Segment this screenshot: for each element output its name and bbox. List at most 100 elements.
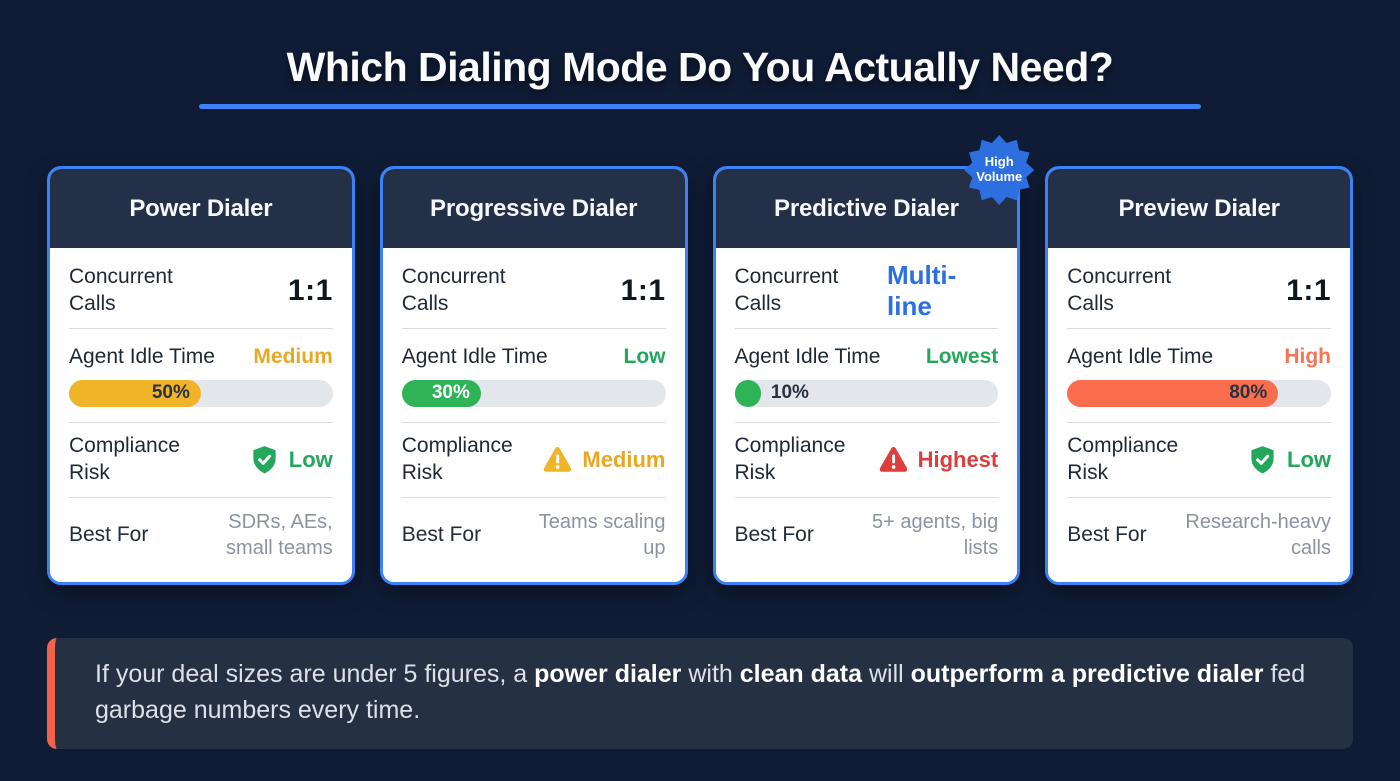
agent-idle-time-row: Agent Idle Time Lowest 10% <box>734 329 999 422</box>
card-body: Concurrent Calls 1:1 Agent Idle Time Low… <box>382 248 685 582</box>
best-for-value: Teams scaling up <box>538 510 666 559</box>
best-for-row: Best For SDRs, AEs, small teams <box>69 498 333 572</box>
card-header: Preview Dialer <box>1048 169 1350 248</box>
card-body: Concurrent Calls 1:1 Agent Idle Time Hig… <box>1048 248 1350 582</box>
agent-idle-time-level: Low <box>623 345 666 369</box>
dialer-card-panel: Preview Dialer Concurrent Calls 1:1 Agen… <box>1045 166 1353 585</box>
card-title: Progressive Dialer <box>430 194 638 222</box>
concurrent-calls-row: Concurrent Calls 1:1 <box>402 254 666 328</box>
concurrent-calls-value: 1:1 <box>1286 274 1331 308</box>
badge-text: High <box>984 154 1014 170</box>
agent-idle-time-level: Medium <box>253 345 333 369</box>
idle-time-progress-fill: 30% <box>401 379 481 407</box>
concurrent-calls-value: 1:1 <box>620 274 666 308</box>
compliance-risk-label: Compliance Risk <box>734 433 846 484</box>
idle-time-progress-track: 30% <box>401 379 666 407</box>
dialer-card-panel: Power Dialer Concurrent Calls 1:1 Agent … <box>47 166 355 585</box>
best-for-label: Best For <box>1067 522 1147 546</box>
card-header: Power Dialer <box>50 169 352 248</box>
card-header: Predictive Dialer <box>715 169 1018 248</box>
concurrent-calls-label: Concurrent Calls <box>734 265 839 316</box>
agent-idle-time-label: Agent Idle Time <box>1067 345 1214 368</box>
dialer-card: Progressive Dialer Concurrent Calls 1:1 … <box>379 166 688 585</box>
idle-time-progress-fill: 50% <box>69 379 201 407</box>
card-title: Preview Dialer <box>1118 194 1280 222</box>
dialer-card: High Volume Predictive Dialer Concurrent… <box>712 135 1035 585</box>
compliance-risk-label: Compliance Risk <box>69 433 180 484</box>
concurrent-calls-label: Concurrent Calls <box>69 265 173 316</box>
best-for-label: Best For <box>401 522 482 546</box>
compliance-risk-level: Highest <box>917 446 999 472</box>
best-for-row: Best For 5+ agents, big lists <box>735 498 999 572</box>
compliance-risk-label: Compliance Risk <box>401 433 513 484</box>
agent-idle-time-label: Agent Idle Time <box>401 345 548 368</box>
compliance-risk-row: Compliance Risk Medium <box>402 423 666 497</box>
agent-idle-time-row: Agent Idle Time High 80% <box>1067 329 1331 422</box>
takeaway-text: If your deal sizes are under 5 figures, … <box>95 660 1306 724</box>
concurrent-calls-row: Concurrent Calls Multi-line <box>735 254 999 328</box>
card-body: Concurrent Calls Multi-line Agent Idle T… <box>715 248 1018 582</box>
row-divider <box>1067 328 1331 330</box>
shield-check-icon <box>253 446 276 474</box>
agent-idle-time-level: High <box>1284 345 1331 369</box>
compliance-risk-row: Compliance Risk Low <box>1067 423 1331 497</box>
row-divider <box>734 328 999 330</box>
row-divider <box>1067 421 1331 423</box>
row-divider <box>1067 496 1331 498</box>
best-for-row: Best For Teams scaling up <box>402 498 666 572</box>
card-header: Progressive Dialer <box>382 169 685 248</box>
idle-time-percent-label: 30% <box>431 382 470 404</box>
row-divider <box>69 421 333 423</box>
card-title: Power Dialer <box>129 194 273 222</box>
compliance-risk-level: Medium <box>582 446 666 472</box>
badge-text: Volume <box>976 169 1023 184</box>
concurrent-calls-row: Concurrent Calls 1:1 <box>69 254 333 328</box>
row-divider <box>401 421 666 423</box>
agent-idle-time-row: Agent Idle Time Medium 50% <box>69 329 333 422</box>
agent-idle-time-level: Lowest <box>925 345 999 369</box>
agent-idle-time-label: Agent Idle Time <box>734 345 881 368</box>
idle-time-progress-track: 80% <box>1067 379 1331 407</box>
takeaway-callout: If your deal sizes are under 5 figures, … <box>47 638 1353 749</box>
best-for-label: Best For <box>734 522 814 546</box>
idle-time-percent-label: 50% <box>151 382 190 404</box>
idle-time-percent-label: 10% <box>770 382 809 404</box>
concurrent-calls-label: Concurrent Calls <box>1067 265 1172 316</box>
idle-time-progress-fill <box>734 379 761 407</box>
shield-check-icon <box>1251 446 1274 474</box>
idle-time-progress-track: 10% <box>734 379 999 407</box>
dialer-card-panel: Predictive Dialer Concurrent Calls Multi… <box>712 166 1021 585</box>
warning-triangle-icon <box>879 447 907 473</box>
row-divider <box>69 496 333 498</box>
idle-time-percent-label: 80% <box>1229 382 1268 404</box>
compliance-risk-row: Compliance Risk Highest <box>735 423 999 497</box>
row-divider <box>401 328 666 330</box>
dialer-card: Power Dialer Concurrent Calls 1:1 Agent … <box>47 166 355 585</box>
compliance-risk-level: Low <box>288 446 333 472</box>
title-underline <box>199 104 1201 109</box>
compliance-risk-label: Compliance Risk <box>1067 433 1179 484</box>
agent-idle-time-row: Agent Idle Time Low 30% <box>401 329 666 422</box>
agent-idle-time-label: Agent Idle Time <box>69 345 215 368</box>
dialer-cards-row: Power Dialer Concurrent Calls 1:1 Agent … <box>47 135 1353 585</box>
best-for-row: Best For Research-heavy calls <box>1067 498 1331 572</box>
best-for-value: Research-heavy calls <box>1185 510 1331 559</box>
concurrent-calls-label: Concurrent Calls <box>401 265 506 316</box>
compliance-risk-level: Low <box>1287 446 1331 472</box>
concurrent-calls-row: Concurrent Calls 1:1 <box>1067 254 1331 328</box>
best-for-value: SDRs, AEs, small teams <box>226 510 333 559</box>
page-title: Which Dialing Mode Do You Actually Need? <box>286 44 1114 90</box>
best-for-label: Best For <box>69 522 149 546</box>
idle-time-progress-fill: 80% <box>1067 379 1279 407</box>
row-divider <box>69 328 333 330</box>
row-divider <box>734 421 999 423</box>
concurrent-calls-value: 1:1 <box>287 274 333 308</box>
row-divider <box>401 496 666 498</box>
dialer-card-panel: Progressive Dialer Concurrent Calls 1:1 … <box>379 166 688 585</box>
concurrent-calls-value: Multi-line <box>887 260 957 322</box>
card-title: Predictive Dialer <box>774 194 959 222</box>
compliance-risk-row: Compliance Risk Low <box>69 423 333 497</box>
dialer-card: Preview Dialer Concurrent Calls 1:1 Agen… <box>1045 166 1353 585</box>
card-body: Concurrent Calls 1:1 Agent Idle Time Med… <box>50 248 352 582</box>
row-divider <box>734 496 999 498</box>
